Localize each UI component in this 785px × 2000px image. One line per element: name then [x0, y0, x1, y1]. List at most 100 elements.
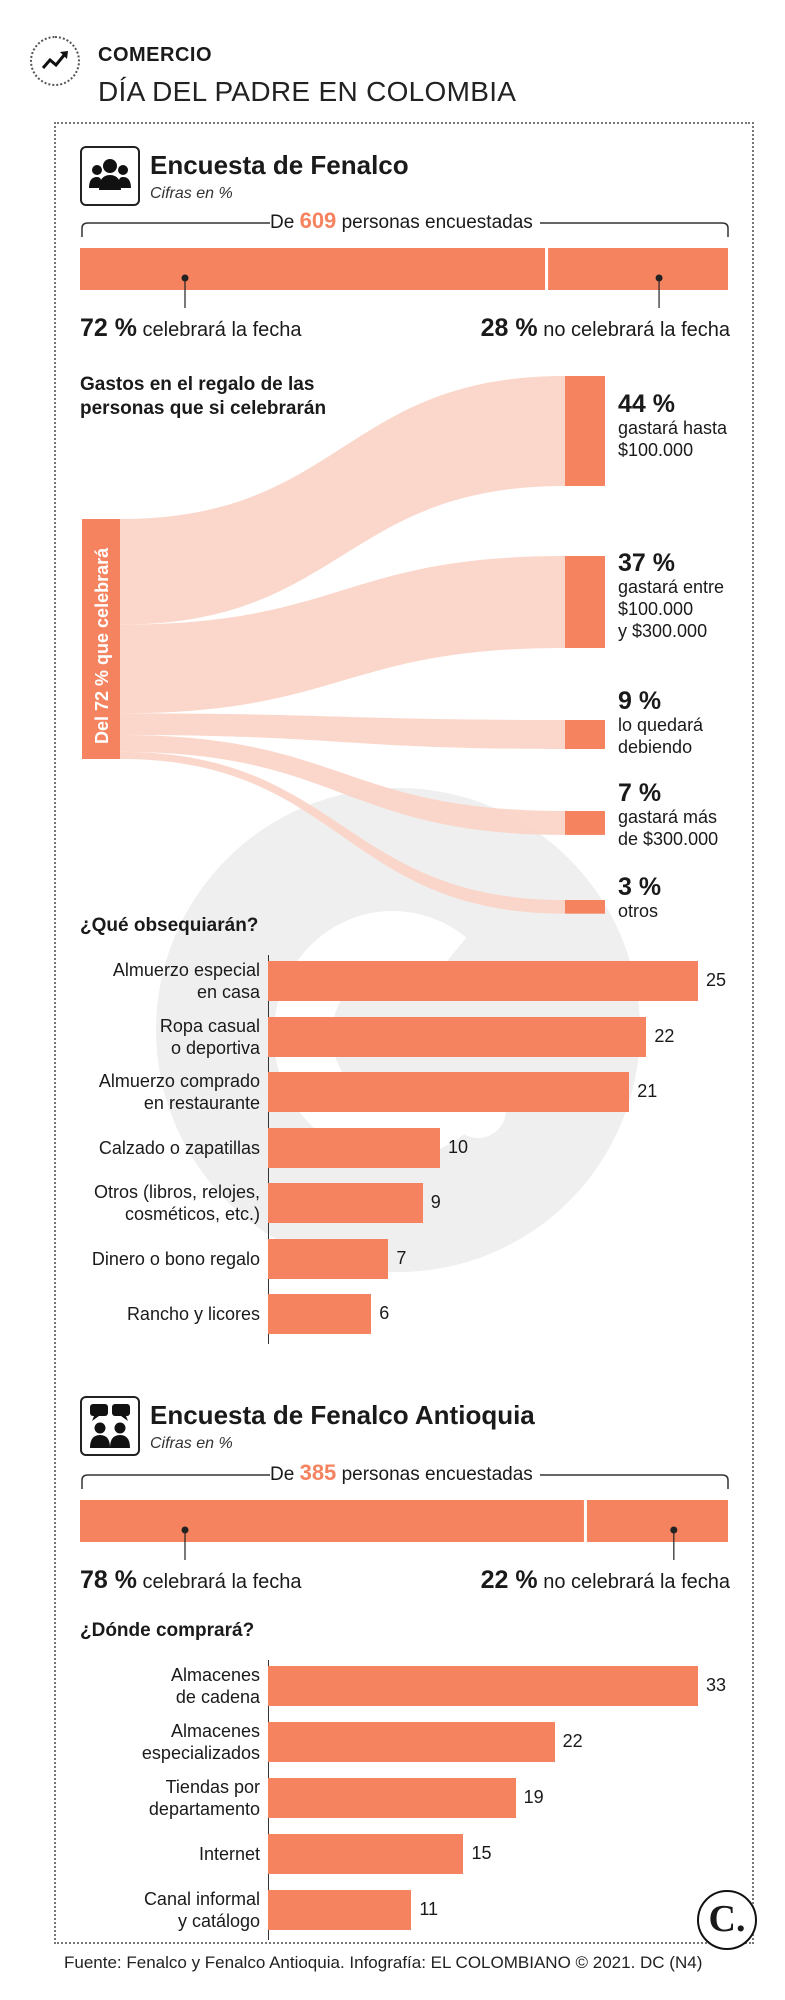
survey2-count-line: De 385 personas encuestadas — [270, 1460, 590, 1486]
bar — [268, 1294, 372, 1334]
bar — [268, 1183, 423, 1223]
flow-title: Gastos en el regalo de las personas que … — [80, 373, 326, 421]
trend-icon — [30, 36, 80, 86]
split-bar-no — [548, 248, 728, 290]
count-prefix: De — [270, 212, 295, 233]
chat-people-icon — [80, 1396, 140, 1456]
yes-pct: 72 % — [80, 314, 137, 342]
flow-desc: de $300.000 — [618, 829, 719, 849]
flow-label: 3 % otros — [618, 873, 662, 922]
count-prefix: De — [270, 1464, 295, 1485]
flow-target-bar — [565, 811, 605, 835]
survey1-yes: 72 % celebrará la fecha — [80, 314, 302, 343]
people-icon — [80, 146, 140, 206]
no-label: no celebrará la fecha — [543, 319, 730, 341]
count-suffix: personas encuestadas — [341, 212, 533, 233]
bar-value: 6 — [379, 1303, 390, 1323]
no-pct: 28 % — [480, 314, 538, 342]
bar — [268, 1127, 440, 1168]
survey2-title: Encuesta de Fenalco Antioquia — [150, 1400, 535, 1430]
flow-title-line1: Gastos en el regalo de las — [80, 374, 315, 395]
flow-title-line2: personas que si celebrarán — [80, 398, 327, 419]
flow-band — [120, 556, 565, 714]
flow-pct: 9 % — [618, 687, 662, 715]
survey1-subtitle: Cifras en % — [150, 185, 233, 202]
yes-pct: 78 % — [80, 1566, 137, 1594]
bar-value: 9 — [430, 1192, 441, 1212]
section-kicker: COMERCIO — [98, 44, 212, 66]
flow-band — [120, 751, 565, 914]
flow-desc: gastará más — [618, 807, 718, 827]
flow-pct: 7 % — [618, 779, 662, 807]
bar — [268, 1834, 464, 1874]
bar-value: 10 — [448, 1136, 469, 1157]
flow-target-bar — [565, 900, 605, 914]
flow-label: 44 % gastará hasta $100.000 — [618, 390, 728, 461]
bar — [268, 1238, 389, 1279]
flow-desc: gastará entre — [618, 577, 725, 597]
brand-logo: C. — [697, 1890, 757, 1950]
bar — [268, 1722, 555, 1762]
bar — [268, 1666, 698, 1706]
flow-desc: y $300.000 — [618, 621, 708, 641]
flow-desc: debiendo — [618, 737, 693, 757]
gifts-bar-chart: 25 Almuerzo especial en casa 22 Ropa casual o… — [0, 955, 785, 1345]
bar — [268, 1016, 647, 1057]
frame-top-divider — [54, 122, 750, 124]
bar-category-label: Almuerzo comprado en restaurante — [98, 1071, 260, 1113]
flow-target-bar — [565, 556, 605, 648]
survey1-split-bar — [80, 248, 728, 308]
flow-pct: 3 % — [618, 873, 662, 901]
spending-flow-diagram: Del 72 % que celebrará — [82, 376, 605, 914]
flow-band — [120, 735, 565, 835]
flow-band — [120, 376, 565, 625]
yes-label: celebrará la fecha — [142, 1571, 302, 1593]
flow-desc: gastará hasta — [618, 418, 728, 438]
no-label: no celebrará la fecha — [543, 1571, 730, 1593]
bar-category-label: Dinero o bono regalo — [91, 1248, 260, 1269]
page-title: DÍA DEL PADRE EN COLOMBIA — [98, 76, 517, 107]
bar-category-label: Almacenes especializados — [141, 1721, 260, 1763]
chart2-title: ¿Dónde comprará? — [80, 1620, 255, 1641]
flow-label: 7 % gastará más de $300.000 — [618, 779, 719, 850]
flow-source-bar — [82, 519, 120, 759]
survey2-subtitle: Cifras en % — [150, 1435, 233, 1452]
bar — [268, 961, 698, 1001]
survey2-split-bar — [80, 1500, 728, 1560]
yes-label: celebrará la fecha — [142, 319, 302, 341]
bar-value: 15 — [471, 1843, 492, 1863]
bar-category-label: Canal informal y catálogo — [143, 1889, 260, 1931]
survey2-count: 385 — [299, 1460, 337, 1485]
flow-label: 9 % lo quedará debiendo — [618, 687, 704, 758]
content-frame — [54, 122, 754, 1944]
bar — [268, 1778, 516, 1818]
bar-category-label: Otros (libros, relojes, cosméticos, etc.) — [93, 1182, 260, 1224]
flow-desc: lo quedará — [618, 715, 704, 735]
bar-category-label: Tiendas por departamento — [148, 1777, 260, 1819]
bar-value: 11 — [419, 1899, 439, 1919]
split-bar-yes — [80, 248, 546, 290]
flow-desc: $100.000 — [618, 440, 694, 460]
bar — [268, 1890, 412, 1930]
survey1-title: Encuesta de Fenalco — [150, 150, 409, 180]
survey2-yes: 78 % celebrará la fecha — [80, 1566, 302, 1595]
bar-value: 19 — [523, 1787, 544, 1807]
flow-band — [120, 713, 565, 750]
pointer-dot-no — [655, 274, 663, 282]
flow-source-label: Del 72 % que celebrará — [92, 547, 112, 744]
bar-value: 22 — [562, 1731, 583, 1751]
flow-pct: 44 % — [618, 390, 675, 418]
bar — [268, 1072, 630, 1112]
bar-category-label: Ropa casual o deportiva — [159, 1015, 260, 1058]
pointer-dot-yes — [181, 1526, 189, 1534]
bar-value: 25 — [706, 970, 727, 990]
survey2-bracket — [81, 1474, 729, 1489]
no-pct: 22 % — [480, 1566, 538, 1594]
bar-value: 33 — [706, 1675, 727, 1695]
bar-category-label: Almacenes de cadena — [170, 1665, 260, 1707]
survey1-count: 609 — [299, 208, 337, 233]
bar-value: 21 — [637, 1081, 658, 1101]
bar-value: 7 — [396, 1247, 407, 1268]
split-bar-no — [586, 1500, 728, 1542]
survey2-no: 22 % no celebrará la fecha — [481, 1566, 730, 1595]
